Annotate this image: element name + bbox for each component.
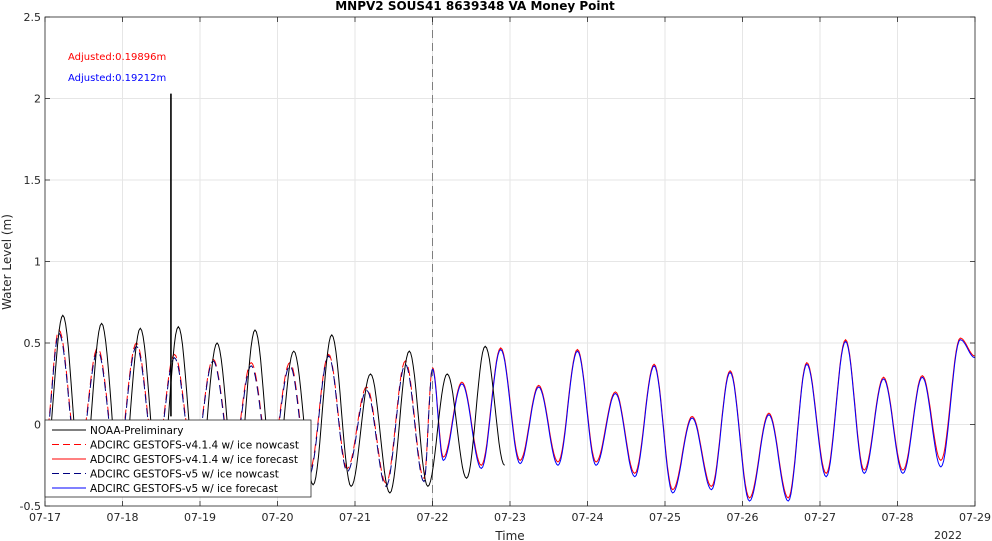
legend: NOAA-Preliminary ADCIRC GESTOFS-v4.1.4 w/… xyxy=(44,419,312,498)
legend-label: ADCIRC GESTOFS-v4.1.4 w/ ice forecast xyxy=(90,454,298,466)
x-tick-label: 07-24 xyxy=(572,511,604,524)
y-tick-label: 1.5 xyxy=(24,174,42,187)
y-tick-label: -0.5 xyxy=(20,500,41,513)
legend-label: ADCIRC GESTOFS-v5 w/ ice forecast xyxy=(90,483,278,495)
x-tick-label: 07-27 xyxy=(804,511,836,524)
x-tick-label: 07-21 xyxy=(339,511,371,524)
y-tick-label: 2 xyxy=(34,93,41,106)
x-tick-label: 07-19 xyxy=(184,511,216,524)
legend-label: ADCIRC GESTOFS-v4.1.4 w/ ice nowcast xyxy=(90,440,299,452)
adjusted-annotation-v5: Adjusted:0.19212m xyxy=(68,73,166,84)
x-tick-label: 07-29 xyxy=(959,511,991,524)
x-tick-label: 07-25 xyxy=(649,511,681,524)
x-tick-label: 07-18 xyxy=(107,511,139,524)
x-tick-label: 07-22 xyxy=(417,511,449,524)
series-v5-forecast xyxy=(432,339,976,502)
y-axis-label: Water Level (m) xyxy=(0,214,14,310)
y-tick-label: 1 xyxy=(34,256,41,269)
y-tick-label: 0.5 xyxy=(24,337,42,350)
x-tick-label: 07-23 xyxy=(494,511,526,524)
year-label: 2022 xyxy=(934,529,962,541)
adjusted-annotation-v4: Adjusted:0.19896m xyxy=(68,52,166,63)
x-tick-label: 07-17 xyxy=(29,511,61,524)
x-tick-label: 07-26 xyxy=(727,511,759,524)
x-tick-label: 07-28 xyxy=(882,511,914,524)
legend-label: NOAA-Preliminary xyxy=(90,425,183,437)
legend-label: ADCIRC GESTOFS-v5 w/ ice nowcast xyxy=(90,469,279,481)
legend-box xyxy=(44,419,312,498)
axis-ticks: -0.5 0 0.5 1 1.5 2 2.5 07-17 07-18 07-19 07-20 07-2… xyxy=(20,11,991,524)
y-tick-label: 2.5 xyxy=(24,11,42,24)
x-axis-label: Time xyxy=(494,529,524,541)
y-tick-label: 0 xyxy=(34,419,41,432)
x-tick-label: 07-20 xyxy=(262,511,294,524)
chart-title: MNPV2 SOUS41 8639348 VA Money Point xyxy=(335,0,615,13)
series-v5-nowcast xyxy=(44,332,433,488)
